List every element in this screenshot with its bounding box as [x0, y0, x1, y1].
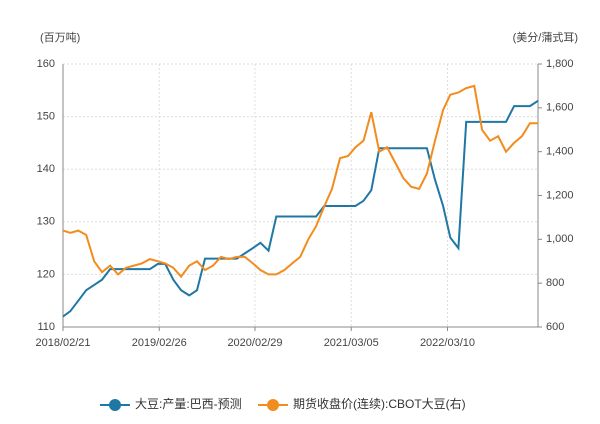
legend-marker	[109, 399, 121, 411]
y-tick-label: 160	[37, 58, 55, 70]
y2-tick-label: 1,800	[546, 58, 574, 70]
y-tick-label: 140	[37, 163, 55, 175]
legend-label: 期货收盘价(连续):CBOT大豆(右)	[293, 396, 466, 411]
y-tick-label: 120	[37, 268, 55, 280]
y2-tick-label: 1,400	[546, 146, 574, 158]
y-tick-label: 130	[37, 216, 55, 228]
y2-tick-label: 1,000	[546, 233, 574, 245]
series-line	[62, 99, 539, 318]
y-tick-label: 150	[37, 111, 55, 123]
y2-tick-label: 600	[546, 321, 564, 333]
y-tick-label: 110	[37, 321, 55, 333]
y2-tick-label: 800	[546, 277, 564, 289]
legend-label: 大豆:产量:巴西-预测	[135, 397, 242, 411]
x-tick-label: 2018/02/21	[35, 337, 90, 349]
y2-tick-label: 1,600	[546, 102, 574, 114]
series-line	[62, 84, 538, 279]
y-axis-label: (百万吨)	[40, 31, 80, 44]
x-tick-label: 2019/02/26	[132, 337, 187, 349]
y2-tick-label: 1,200	[546, 189, 574, 201]
x-tick-label: 2020/02/29	[227, 337, 282, 349]
x-tick-label: 2022/03/10	[420, 337, 475, 349]
legend-marker	[267, 399, 279, 411]
x-tick-label: 2021/03/05	[324, 337, 379, 349]
y2-axis-label: (美分/蒲式耳)	[513, 30, 578, 44]
